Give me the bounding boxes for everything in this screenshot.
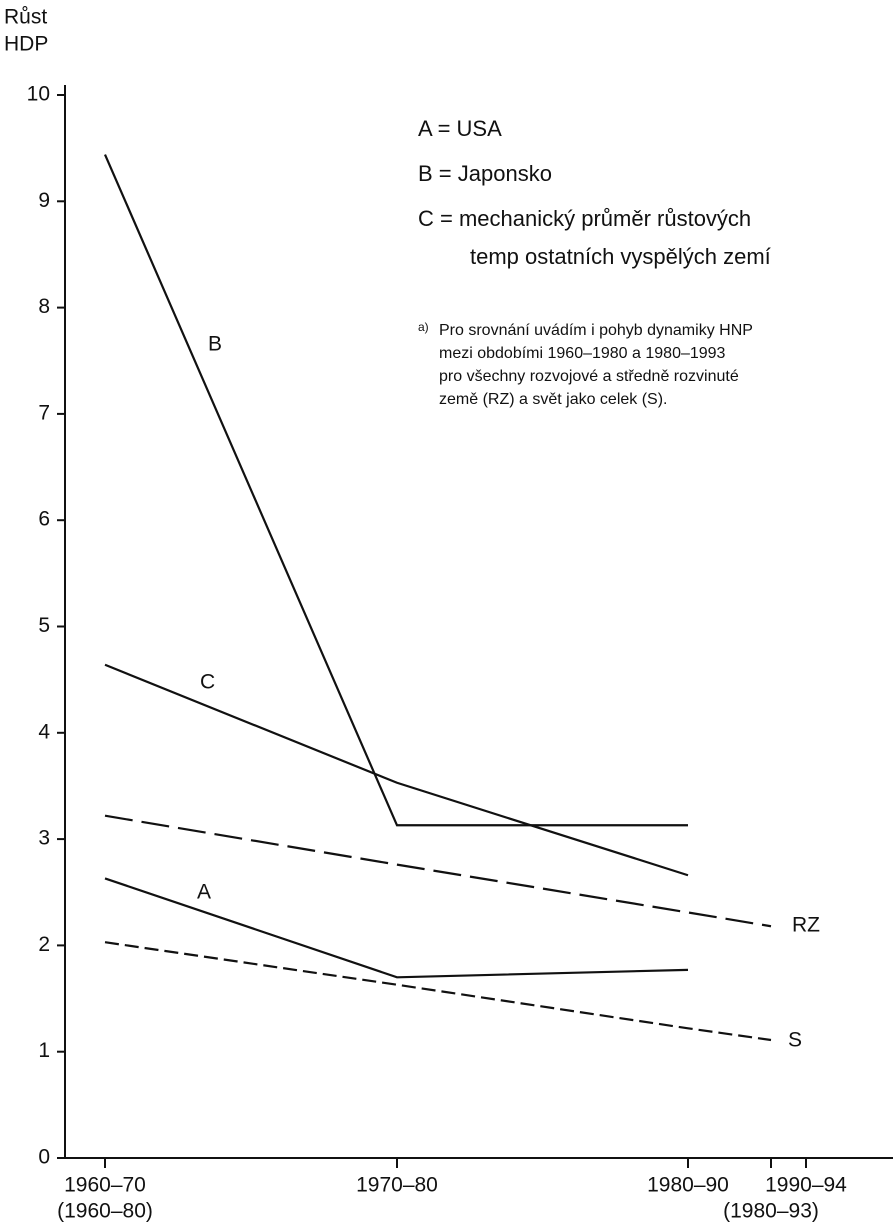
legend-note: B = Japonsko — [418, 161, 552, 186]
series-line — [104, 663, 689, 877]
y-tick-label: 4 — [38, 720, 50, 743]
y-label: Růst — [4, 6, 47, 29]
series-line — [103, 154, 688, 827]
footnote: mezi obdobími 1960–1980 a 1980–1993 — [439, 345, 726, 362]
y-tick-label: 10 — [27, 83, 50, 106]
y-tick-label: 2 — [38, 933, 50, 956]
series-label: C — [200, 671, 215, 694]
y-tick-label: 1 — [38, 1039, 50, 1062]
y-tick-label: 3 — [38, 827, 50, 850]
series-label: S — [788, 1029, 802, 1052]
y-tick-label: 5 — [38, 614, 50, 637]
footnote-marker: a) — [418, 320, 429, 334]
y-tick-label: 8 — [38, 295, 50, 318]
y-tick-label: 0 — [38, 1146, 50, 1169]
x-tick-label: 1990–94 — [765, 1174, 847, 1197]
series-label: RZ — [792, 914, 820, 937]
y-tick-label: 7 — [38, 401, 50, 424]
legend-note: temp ostatních vyspělých zemí — [470, 244, 771, 269]
footnote: země (RZ) a svět jako celek (S). — [439, 391, 668, 408]
x-tick-label: 1980–90 — [647, 1174, 729, 1197]
y-tick-label: 6 — [38, 508, 50, 531]
x-tick-label: 1960–70 — [64, 1174, 146, 1197]
series-line — [104, 814, 772, 928]
x-tick-label: 1970–80 — [356, 1174, 438, 1197]
series-label: B — [208, 333, 222, 356]
footnote: pro všechny rozvojové a středně rozvinut… — [439, 368, 739, 385]
series-label: A — [197, 881, 211, 904]
series-line — [104, 877, 689, 979]
y-label: HDP — [4, 33, 48, 56]
footnote: Pro srovnání uvádím i pohyb dynamiky HNP — [439, 322, 753, 339]
y-tick-label: 9 — [38, 189, 50, 212]
legend-note: A = USA — [418, 116, 502, 141]
x-tick-sublabel: (1960–80) — [57, 1200, 153, 1223]
x-tick-sublabel: (1980–93) — [723, 1200, 819, 1223]
series-line — [104, 941, 772, 1042]
legend-note: C = mechanický průměr růstových — [418, 206, 751, 231]
